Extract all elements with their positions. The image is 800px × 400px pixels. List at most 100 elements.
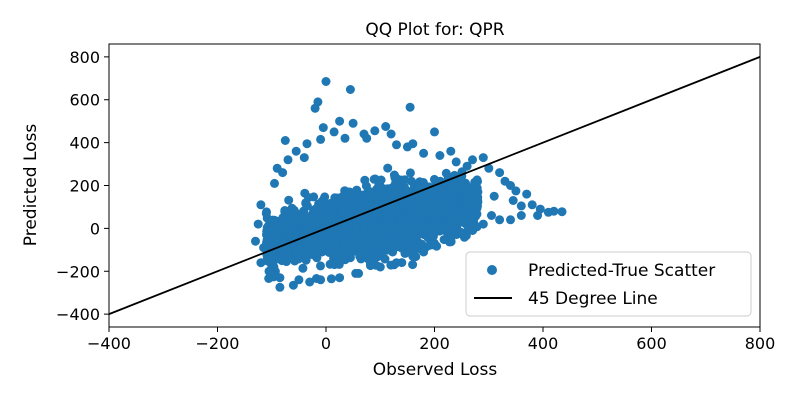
scatter-point <box>381 122 391 131</box>
scatter-point <box>331 245 341 255</box>
scatter-point <box>457 217 467 227</box>
scatter-point <box>383 163 393 173</box>
scatter-point <box>294 254 303 264</box>
scatter-point <box>373 252 383 261</box>
scatter-point <box>470 203 480 213</box>
scatter-point <box>330 235 340 245</box>
scatter-point <box>473 196 483 206</box>
y-axis-label: Predicted Loss <box>21 124 41 247</box>
scatter-point <box>251 236 260 246</box>
scatter-point <box>273 221 283 231</box>
scatter-point <box>487 211 496 220</box>
scatter-point <box>484 163 494 173</box>
legend-scatter-marker <box>487 265 497 275</box>
scatter-point <box>392 258 401 268</box>
scatter-point <box>527 200 537 210</box>
scatter-point <box>455 180 465 190</box>
scatter-point <box>408 206 418 216</box>
scatter-point <box>316 134 326 144</box>
scatter-point <box>303 240 313 250</box>
scatter-point <box>367 243 377 253</box>
legend-label-scatter: Predicted-True Scatter <box>528 261 715 281</box>
scatter-point <box>346 245 356 255</box>
scatter-point <box>391 173 401 183</box>
scatter-point <box>261 208 271 218</box>
scatter-point <box>437 186 447 196</box>
scatter-point <box>270 255 279 265</box>
scatter-point <box>314 206 324 216</box>
scatter-point <box>335 116 345 126</box>
scatter-point <box>495 168 505 178</box>
x-tick-label: 800 <box>745 334 776 353</box>
scatter-point <box>305 277 315 287</box>
scatter-point <box>557 207 567 217</box>
scatter-point <box>340 222 350 232</box>
scatter-point <box>302 139 312 149</box>
scatter-point <box>288 280 298 290</box>
scatter-point <box>511 186 521 196</box>
x-tick-label: −400 <box>87 334 131 353</box>
scatter-point <box>316 261 325 271</box>
scatter-point <box>383 187 393 197</box>
scatter-point <box>362 133 372 143</box>
scatter-point <box>360 175 370 185</box>
scatter-point <box>381 245 391 255</box>
x-tick-label: 400 <box>528 334 559 353</box>
y-tick-label: 200 <box>69 177 100 196</box>
scatter-point <box>449 209 459 219</box>
legend-label-line: 45 Degree Line <box>528 289 658 309</box>
scatter-point <box>354 268 364 278</box>
y-tick-label: −400 <box>56 305 100 324</box>
scatter-point <box>386 129 396 139</box>
scatter-point <box>346 188 356 198</box>
scatter-point <box>402 142 412 152</box>
scatter-point <box>430 238 439 248</box>
scatter-point <box>310 103 320 113</box>
scatter-point <box>353 189 363 199</box>
scatter-point <box>400 175 410 185</box>
scatter-point <box>506 215 515 225</box>
scatter-point <box>363 229 373 239</box>
scatter-point <box>549 206 559 216</box>
scatter-point <box>325 259 335 269</box>
scatter-point <box>400 230 410 240</box>
y-axis: −400 −200 0 200 400 600 800 <box>56 48 109 324</box>
scatter-series <box>251 77 567 292</box>
scatter-point <box>495 215 505 225</box>
chart-title: QQ Plot for: QPR <box>365 20 504 40</box>
scatter-point <box>533 211 543 220</box>
scatter-point <box>348 118 358 128</box>
scatter-point <box>392 140 401 150</box>
scatter-point <box>338 205 348 215</box>
scatter-point <box>522 189 532 199</box>
plot-inner <box>109 56 760 315</box>
scatter-point <box>468 226 477 235</box>
x-tick-label: 600 <box>636 334 667 353</box>
scatter-point <box>355 215 364 225</box>
scatter-point <box>408 260 418 270</box>
scatter-point <box>318 123 328 133</box>
scatter-point <box>339 239 349 249</box>
reference-line-45-degree <box>109 56 760 315</box>
x-tick-label: 200 <box>419 334 450 353</box>
scatter-point <box>264 266 274 276</box>
scatter-point <box>516 201 526 211</box>
scatter-point <box>433 223 443 233</box>
scatter-point <box>372 191 382 201</box>
scatter-point <box>283 250 292 260</box>
scatter-point <box>478 153 488 163</box>
scatter-point <box>329 127 339 137</box>
scatter-point <box>341 195 351 205</box>
scatter-point <box>478 219 488 229</box>
scatter-point <box>468 155 477 165</box>
plot-area <box>108 43 761 328</box>
scatter-point <box>281 218 291 228</box>
scatter-point <box>356 201 365 211</box>
scatter-point <box>371 210 381 220</box>
scatter-point <box>305 213 315 223</box>
legend: Predicted-True Scatter 45 Degree Line <box>465 251 752 317</box>
scatter-point <box>321 77 331 86</box>
scatter-point <box>457 228 467 238</box>
scatter-point <box>405 168 415 178</box>
scatter-point <box>489 191 499 201</box>
